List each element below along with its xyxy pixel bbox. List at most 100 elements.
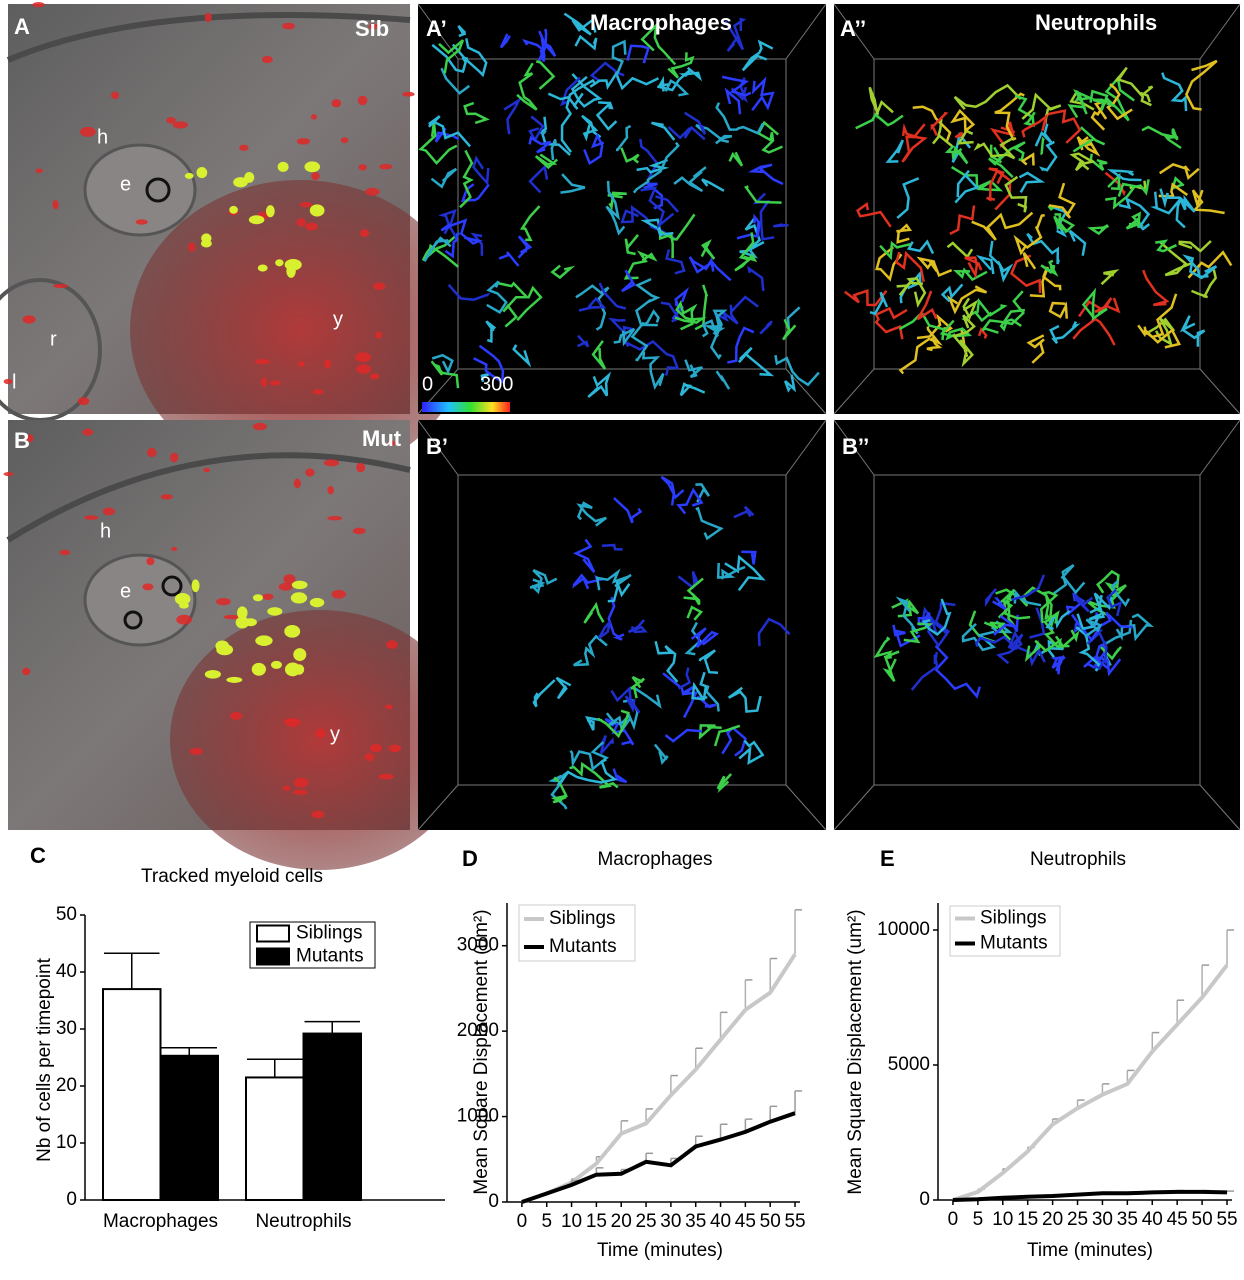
- red-cell: [323, 459, 340, 467]
- cell-track: [728, 151, 744, 167]
- cell-track: [964, 256, 983, 280]
- yellow-cell: [294, 664, 305, 675]
- cell-track: [522, 28, 548, 63]
- yellow-cell: [204, 670, 221, 679]
- cell-track: [940, 283, 964, 303]
- cell-track: [498, 251, 520, 267]
- cell-track: [954, 169, 980, 204]
- cell-track: [598, 282, 627, 310]
- cell-track: [996, 630, 1024, 665]
- red-cell: [283, 574, 296, 584]
- scale-label: 300: [480, 373, 513, 395]
- red-cell: [293, 478, 301, 489]
- red-cell: [147, 447, 157, 458]
- red-cell: [59, 549, 71, 556]
- red-cell: [364, 752, 375, 762]
- cell-track: [912, 105, 952, 142]
- red-cell: [293, 789, 308, 795]
- cell-track: [953, 83, 1022, 110]
- cell-track: [934, 644, 981, 699]
- color-scale: [422, 402, 510, 412]
- cell-track: [473, 344, 505, 384]
- yellow-cell: [191, 579, 200, 593]
- region-label: y: [330, 723, 340, 745]
- region-label: e: [120, 173, 131, 195]
- cell-track: [1117, 179, 1150, 197]
- cell-track: [759, 320, 773, 335]
- cell-track: [655, 195, 680, 213]
- yolk: [170, 610, 470, 870]
- x-tick-label: 25: [1067, 1209, 1088, 1230]
- cell-track: [607, 579, 631, 603]
- box-edge: [1199, 368, 1241, 415]
- cell-track: [695, 483, 711, 503]
- cell-track: [538, 30, 557, 62]
- series-line: [521, 1111, 796, 1204]
- cell-track: [747, 163, 784, 186]
- cell-track: [993, 141, 1026, 163]
- cell-track: [605, 180, 626, 236]
- cell-track: [434, 127, 460, 143]
- legend-box: [518, 904, 636, 962]
- region-label: h: [97, 126, 108, 148]
- cell-track: [774, 355, 820, 387]
- cell-track: [910, 651, 939, 691]
- red-cell: [331, 99, 342, 108]
- box-edge: [417, 784, 459, 831]
- red-cell: [282, 785, 291, 791]
- cell-track: [875, 246, 903, 282]
- cell-track: [640, 218, 674, 237]
- x-axis-label: Time (minutes): [1027, 1240, 1153, 1261]
- cell-track: [1161, 72, 1188, 112]
- yellow-cell: [286, 264, 296, 278]
- cell-track: [873, 636, 893, 660]
- cell-track: [686, 605, 704, 621]
- cell-track: [896, 223, 913, 244]
- cell-track: [716, 773, 733, 794]
- yellow-cell: [270, 660, 282, 669]
- cell-track: [640, 186, 675, 230]
- cell-track: [496, 281, 530, 328]
- red-cell: [359, 229, 370, 237]
- y-tick-label: 10: [56, 1132, 77, 1153]
- red-cell: [26, 434, 34, 443]
- cell-blobs: [3, 1, 415, 819]
- legend-box: [949, 905, 1061, 957]
- cell-track: [747, 265, 765, 292]
- x-tick-label: 10: [992, 1209, 1013, 1230]
- legend-swatch: [256, 947, 290, 966]
- cell-track: [447, 283, 491, 301]
- cell-track: [630, 321, 649, 362]
- cell-track: [613, 497, 643, 524]
- cell-track: [1047, 204, 1055, 211]
- cell-track: [1143, 293, 1178, 339]
- cell-track: [953, 267, 988, 282]
- cell-track: [902, 123, 928, 162]
- cell-track: [946, 241, 974, 259]
- cell-track: [677, 667, 692, 690]
- cell-track: [1137, 324, 1182, 349]
- cell-track: [1024, 637, 1062, 663]
- cell-track: [583, 132, 605, 166]
- cell-track: [782, 318, 797, 341]
- red-cell: [388, 440, 396, 446]
- cell-track: [715, 102, 765, 135]
- box-edge: [1199, 784, 1241, 831]
- box-edge: [785, 784, 827, 831]
- cell-track: [569, 741, 610, 772]
- red-cell: [284, 718, 297, 724]
- yellow-cell: [309, 597, 325, 608]
- red-cell: [312, 389, 324, 395]
- x-tick-label: 15: [586, 1211, 607, 1232]
- red-cell: [357, 95, 368, 106]
- red-cell: [379, 163, 393, 170]
- red-cell: [402, 91, 415, 97]
- cell-track: [999, 308, 1026, 332]
- cell-track: [916, 256, 953, 278]
- cell-track: [463, 101, 490, 125]
- cell-track: [981, 290, 1025, 334]
- cell-track: [1141, 125, 1179, 141]
- cell-track: [444, 232, 460, 259]
- scale-label: 0: [422, 373, 433, 395]
- cell-track: [667, 52, 695, 79]
